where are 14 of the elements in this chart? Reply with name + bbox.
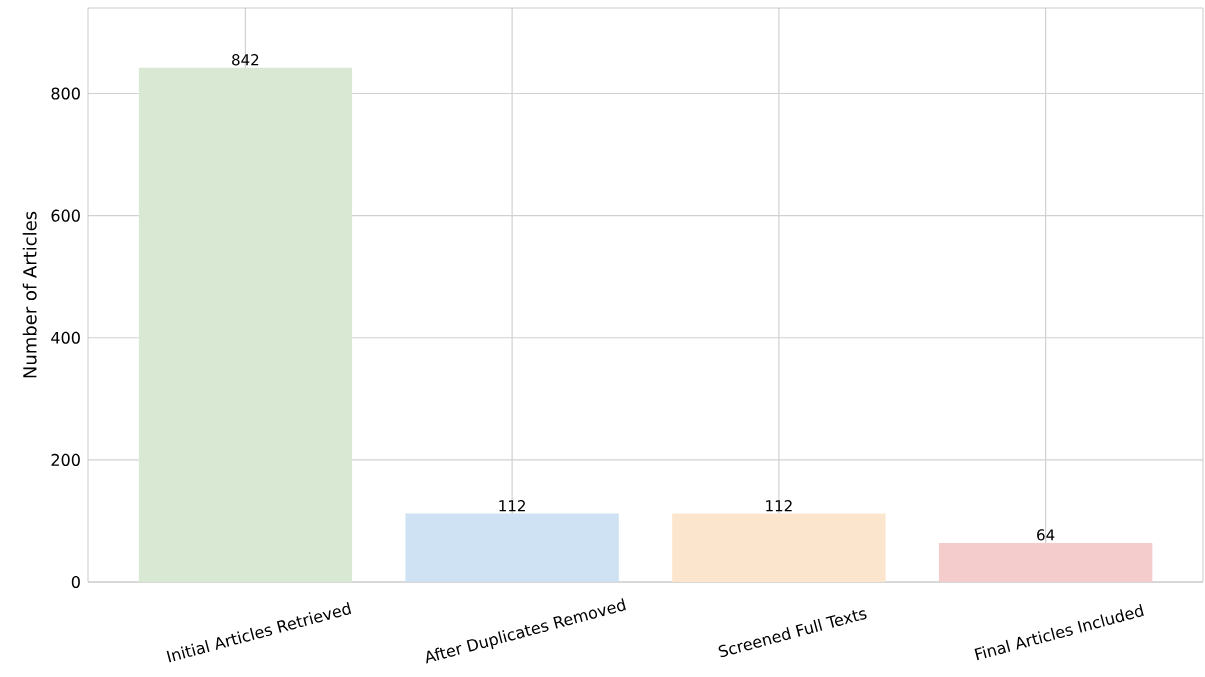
y-tick-label: 0	[71, 575, 80, 589]
bar	[672, 513, 886, 582]
y-tick-label: 200	[51, 453, 80, 466]
y-tick-label: 600	[51, 209, 80, 222]
data-label: 842	[232, 54, 259, 66]
bar	[405, 513, 619, 582]
data-label: 64	[1037, 529, 1055, 541]
data-label: 112	[766, 500, 792, 512]
y-tick-label: 400	[51, 331, 80, 344]
y-axis-title: Number of Articles	[22, 211, 37, 378]
bar	[938, 542, 1153, 582]
data-label: 112	[499, 500, 525, 512]
y-tick-label: 800	[51, 87, 80, 100]
bar	[138, 67, 353, 582]
